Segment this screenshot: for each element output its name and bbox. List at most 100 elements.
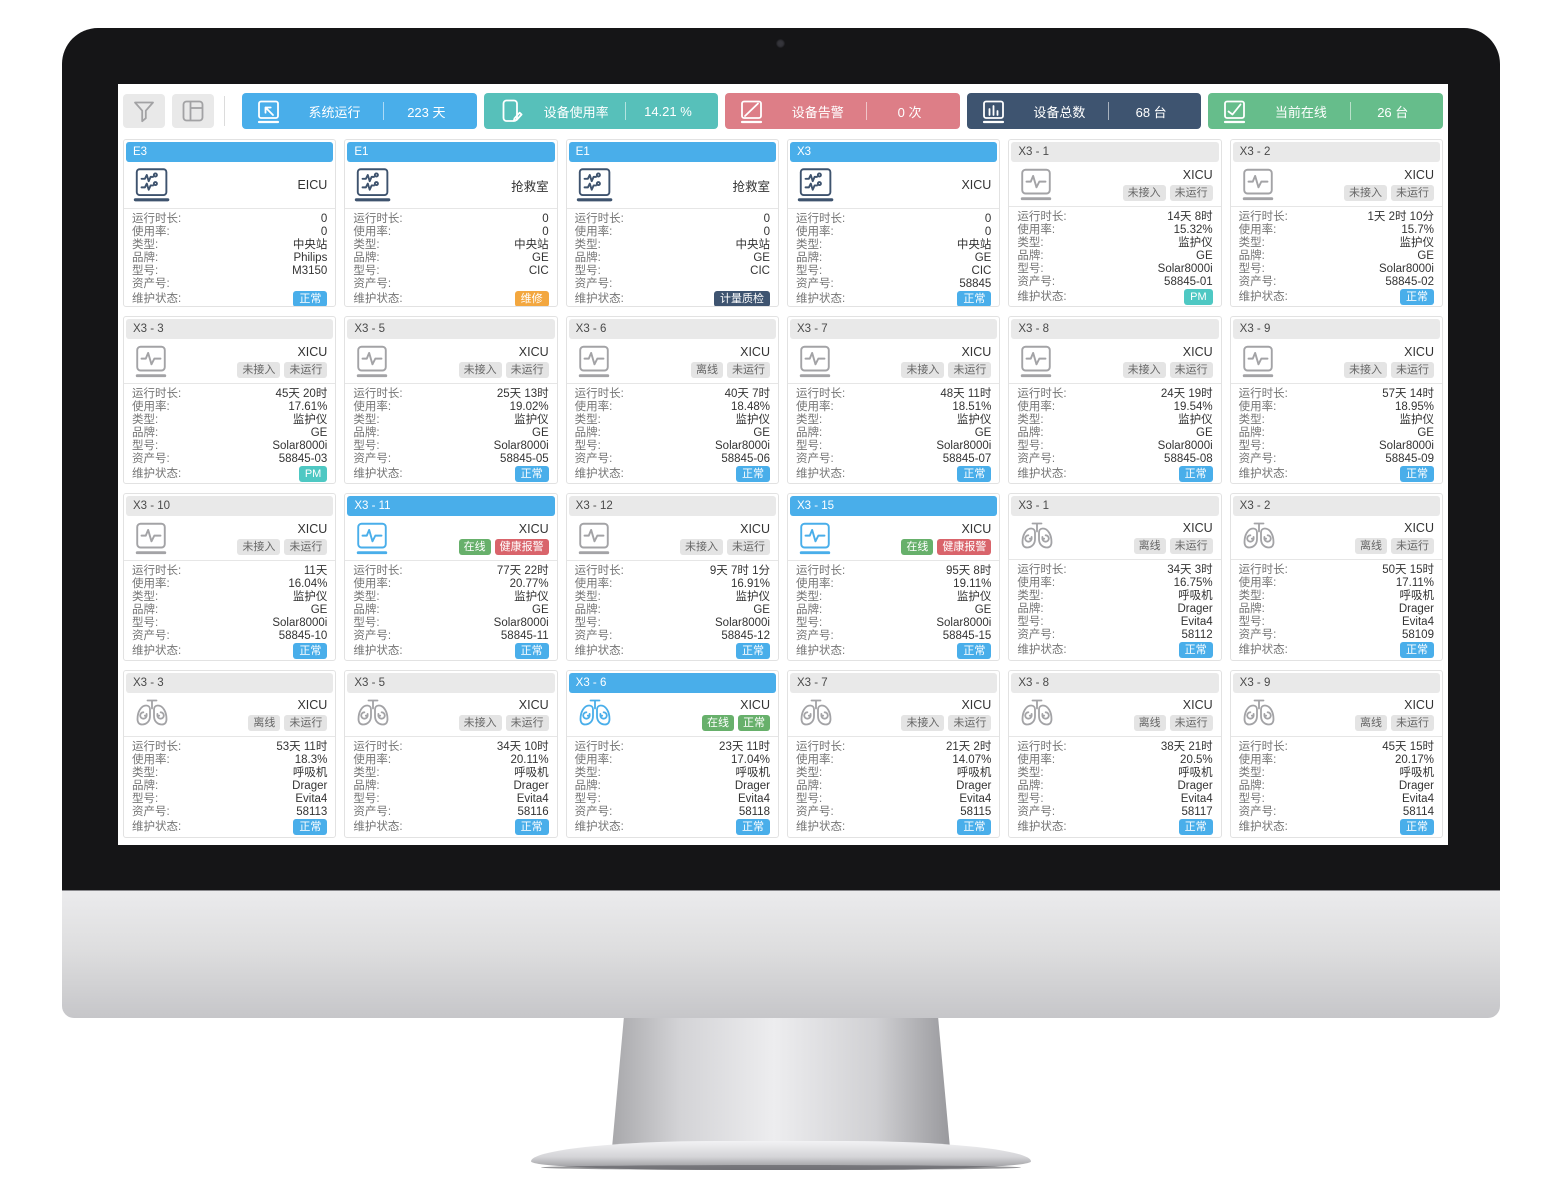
field-value: 监护仪 [956, 591, 992, 603]
stat-online[interactable]: 当前在线 26 台 [1208, 93, 1443, 129]
stat-label: 当前在线 [1274, 104, 1327, 120]
field-value: Evita4 [1402, 793, 1434, 805]
card-status-column: 抢救室 [511, 176, 549, 195]
stat-device-total[interactable]: 设备总数 68 台 [966, 93, 1202, 129]
device-card[interactable]: X3 - 5 XICU 未接入 未运行 运行时长: 25天 13时 使用率: 19.0… [344, 316, 558, 484]
status-badge: 离线 [690, 361, 723, 378]
stat-device-alarm[interactable]: 设备告警 0 次 [725, 93, 960, 129]
field-value: 58845-03 [278, 453, 328, 465]
card-fields: 运行时长: 38天 21时 使用率: 20.5% 类型: 呼吸机 品牌: Drager … [1009, 737, 1220, 837]
device-location: XICU [1182, 698, 1213, 712]
field-label: 资产号: [132, 453, 170, 465]
filter-button[interactable] [123, 94, 165, 128]
field-label: 型号: [795, 440, 823, 452]
device-location: 抢救室 [732, 179, 770, 194]
status-badge: 未运行 [1169, 361, 1213, 378]
field-label: 资产号: [353, 453, 392, 465]
field-value: 58845-12 [721, 630, 770, 642]
field-value: 50天 15时 [1382, 564, 1434, 576]
device-location: XICU [1182, 167, 1213, 182]
device-card[interactable]: X3 - 15 XICU 在线 健康报警 运行时长: 95天 8时 使用率: 19.1… [786, 493, 1001, 661]
device-card[interactable]: X3 - 6 XICU 在线 正常 运行时长: 23天 11时 使用率: 17.04%… [565, 670, 779, 838]
field-label: 资产号: [1238, 806, 1277, 818]
field-label: 维护状态: [1017, 290, 1067, 303]
device-card[interactable]: E1 抢救室 运行时长: 0 使用率: 0 类型: 中央站 品牌: GE 型号: CIC … [344, 139, 558, 307]
status-badges: 离线 未运行 [1133, 538, 1213, 554]
field-value: Solar8000i [493, 617, 549, 629]
field-label: 运行时长: [795, 388, 846, 400]
stat-value: 26 台 [1377, 104, 1409, 120]
imac-stand-neck [612, 1018, 950, 1148]
device-card[interactable]: X3 - 10 XICU 未接入 未运行 运行时长: 11天 使用率: 16.04% … [123, 493, 337, 661]
field-label: 维护状态: [1238, 290, 1288, 303]
field-label: 类型: [1017, 414, 1044, 426]
device-card[interactable]: X3 - 6 XICU 离线 未运行 运行时长: 40天 7时 使用率: 18.48%… [565, 316, 779, 484]
field-value: Solar8000i [1157, 263, 1213, 275]
device-card[interactable]: X3 - 2 XICU 离线 未运行 运行时长: 50天 15时 使用率: 17.11… [1229, 493, 1443, 661]
monitor-bars-icon [981, 98, 1007, 124]
field-label: 品牌: [795, 252, 823, 264]
field-value: 18.3% [294, 754, 328, 766]
field-value: Drager [1177, 780, 1213, 792]
device-card[interactable]: X3 XICU 运行时长: 0 使用率: 0 类型: 中央站 品牌: GE 型号: CIC… [786, 139, 1001, 307]
field-label: 运行时长: [1017, 388, 1067, 400]
layout-button[interactable] [172, 94, 214, 128]
device-id: X3 - 3 [133, 677, 164, 689]
maintenance-badge: 正常 [1178, 466, 1213, 482]
card-fields: 运行时长: 25天 13时 使用率: 19.02% 类型: 监护仪 品牌: GE 型号:… [345, 384, 556, 483]
device-card[interactable]: X3 - 1 XICU 离线 未运行 运行时长: 34天 3时 使用率: 16.75%… [1008, 493, 1222, 661]
device-card[interactable]: X3 - 2 XICU 未接入 未运行 运行时长: 1天 2时 10分 使用率: 15… [1229, 139, 1443, 307]
field-value: 19.54% [1173, 401, 1213, 413]
card-header: X3 - 7 [789, 673, 998, 693]
device-card[interactable]: X3 - 8 XICU 离线 未运行 运行时长: 38天 21时 使用率: 20.5%… [1008, 670, 1222, 838]
field-label: 运行时长: [574, 213, 624, 225]
status-badge: 健康报警 [494, 538, 549, 555]
status-badge: 未接入 [901, 361, 945, 378]
field-label: 资产号: [574, 806, 613, 818]
stat-device-usage[interactable]: 设备使用率 14.21 % [483, 93, 719, 129]
device-card[interactable]: X3 - 9 XICU 离线 未运行 运行时长: 45天 15时 使用率: 20.17… [1229, 670, 1443, 838]
field-value: 0 [984, 213, 992, 225]
field-label: 维护状态: [132, 820, 182, 833]
card-status-column: XICU 离线 未运行 [1354, 698, 1434, 731]
maintenance-badge: 正常 [1399, 289, 1434, 305]
device-card[interactable]: X3 - 7 XICU 未接入 未运行 运行时长: 21天 2时 使用率: 14.07… [786, 670, 1001, 838]
patient-monitor-icon [575, 343, 613, 379]
device-card[interactable]: X3 - 3 XICU 未接入 未运行 运行时长: 45天 20时 使用率: 17.6… [123, 316, 337, 484]
field-label: 运行时长: [353, 388, 403, 400]
card-grid: E3 EICU 运行时长: 0 使用率: 0 类型: 中央站 品牌: Philips 型… [118, 135, 1448, 838]
stat-separator [383, 102, 385, 120]
field-label: 使用率: [1238, 577, 1277, 589]
stat-value: 223 天 [407, 104, 446, 120]
device-card[interactable]: X3 - 11 XICU 在线 健康报警 运行时长: 77天 22时 使用率: 20.… [344, 493, 558, 661]
device-id: E1 [354, 146, 369, 158]
field-value: 77天 22时 [496, 565, 549, 577]
device-card[interactable]: X3 - 1 XICU 未接入 未运行 运行时长: 14天 8时 使用率: 15.32… [1008, 139, 1222, 307]
field-value: 监护仪 [1399, 414, 1434, 426]
device-card[interactable]: E1 抢救室 运行时长: 0 使用率: 0 类型: 中央站 品牌: GE 型号: CIC … [565, 139, 779, 307]
device-location: XICU [961, 178, 992, 192]
stat-system-run[interactable]: 系统运行 223 天 [242, 93, 477, 129]
field-label: 维护状态: [574, 467, 624, 480]
field-label: 运行时长: [1017, 741, 1067, 753]
device-card[interactable]: X3 - 8 XICU 未接入 未运行 运行时长: 24天 19时 使用率: 19.5… [1008, 316, 1222, 484]
field-label: 品牌: [574, 604, 601, 616]
field-label: 型号: [1017, 263, 1044, 275]
status-badges: 离线 未运行 [1354, 715, 1434, 731]
field-label: 品牌: [353, 427, 380, 439]
monitor-cursor-icon [256, 98, 282, 124]
field-label: 类型: [574, 414, 601, 426]
device-card[interactable]: X3 - 3 XICU 离线 未运行 运行时长: 53天 11时 使用率: 18.3%… [123, 670, 337, 838]
device-card[interactable]: X3 - 12 XICU 未接入 未运行 运行时长: 9天 7时 1分 使用率: 16… [565, 493, 779, 661]
card-icon-row: XICU 未接入 未运行 [345, 341, 557, 384]
field-value: Solar8000i [936, 617, 992, 629]
field-label: 资产号: [1017, 806, 1056, 818]
device-card[interactable]: X3 - 5 XICU 未接入 未运行 运行时长: 34天 10时 使用率: 20.1… [344, 670, 558, 838]
field-value: 58845-08 [1164, 453, 1213, 465]
device-card[interactable]: E3 EICU 运行时长: 0 使用率: 0 类型: 中央站 品牌: Philips 型… [123, 139, 337, 307]
field-value: GE [974, 252, 992, 264]
status-badge: 未运行 [284, 715, 328, 731]
card-fields: 运行时长: 1天 2时 10分 使用率: 15.7% 类型: 监护仪 品牌: GE 型号… [1231, 207, 1442, 306]
device-card[interactable]: X3 - 7 XICU 未接入 未运行 运行时长: 48天 11时 使用率: 18.5… [786, 316, 1001, 484]
device-card[interactable]: X3 - 9 XICU 未接入 未运行 运行时长: 57天 14时 使用率: 18.9… [1229, 316, 1443, 484]
